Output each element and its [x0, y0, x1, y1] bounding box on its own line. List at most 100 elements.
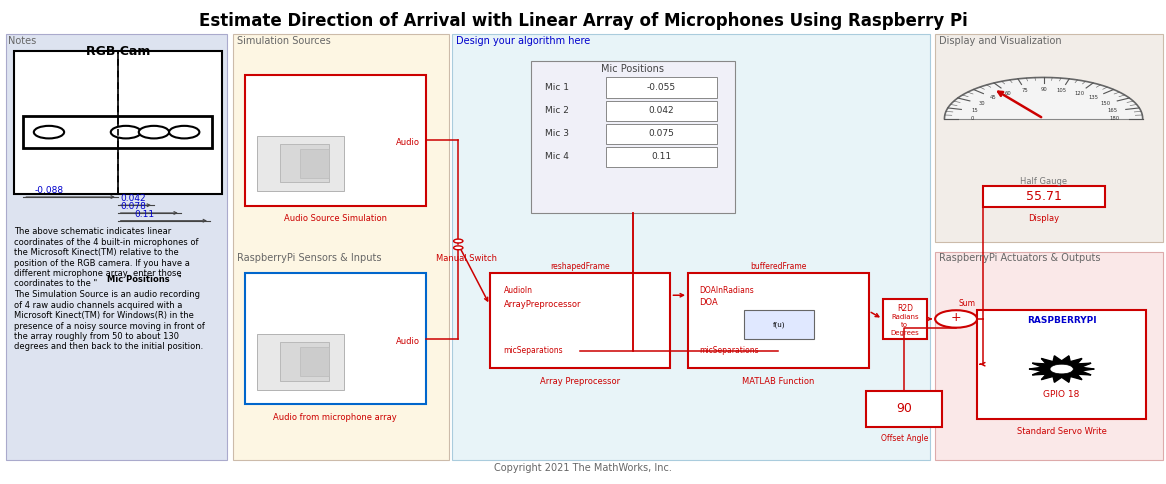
FancyBboxPatch shape [606, 77, 717, 98]
Text: f(u): f(u) [773, 321, 785, 328]
Text: -0.088: -0.088 [35, 186, 64, 195]
Text: 30: 30 [978, 101, 985, 106]
Polygon shape [1061, 369, 1094, 371]
Text: 105: 105 [1056, 88, 1067, 92]
Circle shape [34, 126, 64, 138]
FancyBboxPatch shape [6, 34, 227, 460]
Circle shape [139, 126, 169, 138]
FancyBboxPatch shape [23, 116, 212, 148]
FancyBboxPatch shape [606, 124, 717, 144]
Circle shape [169, 126, 199, 138]
FancyBboxPatch shape [452, 34, 930, 460]
Text: 0.11: 0.11 [651, 152, 672, 161]
Text: Mic 2: Mic 2 [545, 106, 568, 115]
FancyBboxPatch shape [935, 34, 1163, 242]
Text: 165: 165 [1108, 108, 1117, 113]
FancyBboxPatch shape [606, 101, 717, 121]
Text: micSeparations: micSeparations [700, 346, 759, 355]
Polygon shape [1041, 369, 1061, 379]
FancyBboxPatch shape [983, 186, 1105, 207]
Polygon shape [1061, 356, 1069, 369]
Text: +: + [950, 311, 962, 324]
Text: 0.042: 0.042 [648, 106, 674, 115]
Polygon shape [1028, 369, 1061, 371]
Circle shape [454, 239, 463, 243]
Text: Mic 1: Mic 1 [545, 83, 569, 91]
FancyBboxPatch shape [883, 299, 927, 339]
FancyBboxPatch shape [245, 273, 426, 404]
Text: micSeparations: micSeparations [504, 346, 563, 355]
Polygon shape [1032, 363, 1061, 369]
Text: Radians: Radians [891, 314, 919, 319]
Text: 0.075: 0.075 [648, 129, 674, 138]
Polygon shape [1061, 369, 1082, 379]
Polygon shape [1032, 369, 1061, 375]
Text: Half Gauge: Half Gauge [1020, 177, 1067, 186]
Text: R2D: R2D [897, 304, 913, 313]
Text: 90: 90 [897, 402, 912, 415]
Text: Mic Positions: Mic Positions [107, 275, 170, 284]
Text: The Simulation Source is an audio recording
of 4 raw audio channels acquired wit: The Simulation Source is an audio record… [14, 290, 205, 351]
Text: Simulation Sources: Simulation Sources [237, 36, 330, 46]
Text: bufferedFrame: bufferedFrame [750, 262, 807, 271]
Text: Display and Visualization: Display and Visualization [939, 36, 1061, 46]
Text: reshapedFrame: reshapedFrame [550, 262, 610, 271]
Polygon shape [944, 77, 1143, 119]
FancyBboxPatch shape [935, 252, 1163, 460]
Text: 120: 120 [1074, 91, 1084, 95]
Text: -0.055: -0.055 [647, 83, 675, 91]
FancyBboxPatch shape [688, 273, 869, 368]
FancyBboxPatch shape [300, 149, 329, 178]
Text: 45: 45 [990, 95, 997, 100]
Polygon shape [1028, 367, 1061, 369]
FancyBboxPatch shape [280, 144, 329, 182]
Text: The above schematic indicates linear
coordinates of the 4 built-in microphones o: The above schematic indicates linear coo… [14, 227, 198, 288]
Text: Manual Switch: Manual Switch [436, 254, 497, 263]
Polygon shape [1061, 369, 1069, 382]
Text: RASPBERRYPI: RASPBERRYPI [1027, 316, 1096, 325]
Text: 0.078: 0.078 [120, 202, 146, 211]
Text: Audio Source Simulation: Audio Source Simulation [283, 214, 387, 224]
FancyBboxPatch shape [257, 334, 344, 390]
FancyBboxPatch shape [280, 342, 329, 381]
Text: to: to [901, 322, 908, 328]
Polygon shape [1061, 359, 1082, 369]
Circle shape [111, 126, 141, 138]
Text: 180: 180 [1110, 116, 1119, 121]
Text: Design your algorithm here: Design your algorithm here [456, 36, 590, 46]
Circle shape [454, 246, 463, 250]
FancyBboxPatch shape [257, 136, 344, 191]
FancyBboxPatch shape [300, 347, 329, 376]
FancyBboxPatch shape [233, 34, 449, 460]
Text: 0.042: 0.042 [120, 194, 146, 203]
Text: DOA: DOA [700, 298, 718, 307]
Polygon shape [1053, 369, 1061, 382]
Circle shape [935, 310, 977, 328]
Text: Display: Display [1028, 214, 1060, 223]
Polygon shape [1061, 369, 1070, 382]
Text: DOAInRadians: DOAInRadians [700, 286, 754, 295]
Polygon shape [1061, 369, 1091, 375]
Text: 135: 135 [1089, 95, 1098, 100]
Polygon shape [1061, 369, 1091, 375]
Text: Audio: Audio [395, 337, 420, 346]
Text: 150: 150 [1100, 101, 1110, 106]
Text: RaspberryPi Sensors & Inputs: RaspberryPi Sensors & Inputs [237, 253, 381, 263]
Text: 60: 60 [1005, 91, 1011, 95]
FancyBboxPatch shape [744, 310, 814, 339]
FancyBboxPatch shape [606, 147, 717, 167]
Text: 75: 75 [1021, 88, 1028, 92]
Polygon shape [1041, 359, 1061, 369]
Text: RaspberryPi Actuators & Outputs: RaspberryPi Actuators & Outputs [939, 253, 1101, 263]
Polygon shape [1041, 369, 1061, 379]
Polygon shape [1041, 359, 1061, 369]
Polygon shape [1032, 363, 1061, 369]
Polygon shape [1061, 356, 1070, 369]
Polygon shape [1061, 367, 1094, 369]
FancyBboxPatch shape [977, 310, 1146, 419]
Text: 15: 15 [971, 108, 978, 113]
Text: Array Preprocessor: Array Preprocessor [540, 377, 620, 386]
Text: Audio from microphone array: Audio from microphone array [273, 413, 398, 422]
FancyBboxPatch shape [866, 391, 942, 427]
Text: Notes: Notes [8, 36, 36, 46]
